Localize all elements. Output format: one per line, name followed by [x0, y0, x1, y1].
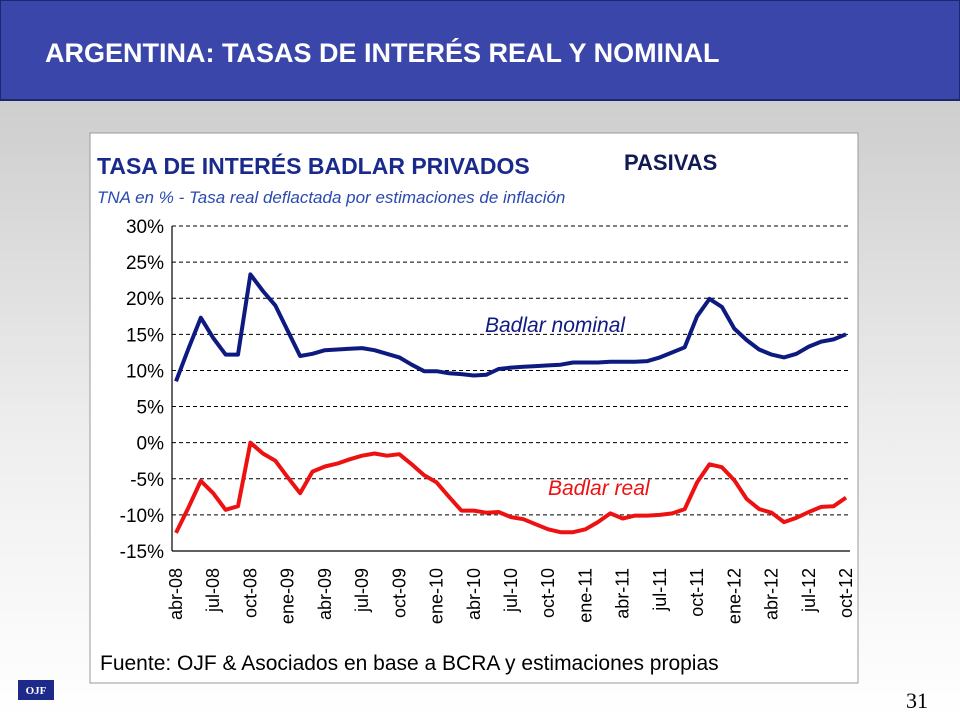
x-tick-label: oct-08 — [240, 568, 260, 618]
x-tick-label: jul-08 — [203, 568, 223, 613]
x-tick-label: oct-11 — [687, 568, 707, 617]
source: Fuente: OJF & Asociados en base a BCRA y… — [100, 652, 719, 675]
y-tick-label: 15% — [126, 325, 164, 346]
x-tick-label: ene-11 — [575, 568, 595, 623]
x-tick-label: abr-11 — [613, 568, 633, 619]
y-tick-label: 25% — [126, 253, 164, 274]
chart-panel — [89, 132, 859, 684]
y-tick-label: 5% — [137, 398, 165, 419]
x-tick-label: abr-08 — [166, 568, 186, 620]
x-tick-label: ene-10 — [427, 568, 447, 624]
x-tick-label: ene-09 — [278, 568, 298, 624]
y-tick-label: -15% — [120, 542, 164, 563]
x-tick-label: jul-10 — [501, 568, 521, 613]
y-tick-label: 20% — [126, 289, 164, 310]
chart-subtitle: TNA en % - Tasa real deflactada por esti… — [97, 188, 565, 207]
logo-box — [18, 680, 54, 700]
y-tick-label: -10% — [120, 506, 164, 527]
y-tick-label: 10% — [126, 361, 164, 382]
series-label: Badlar real — [548, 477, 651, 500]
series-label: Badlar nominal — [485, 314, 626, 337]
x-tick-label: jul-09 — [352, 568, 372, 613]
slide-title: ARGENTINA: TASAS DE INTERÉS REAL Y NOMIN… — [45, 37, 720, 68]
page-number: 31 — [906, 688, 928, 713]
x-tick-label: jul-12 — [799, 568, 819, 613]
y-tick-label: 0% — [137, 434, 165, 455]
x-tick-label: oct-09 — [389, 568, 409, 618]
x-tick-label: abr-09 — [315, 568, 335, 620]
logo: OJF — [26, 685, 47, 697]
header-band — [0, 0, 960, 101]
x-tick-label: jul-11 — [650, 568, 670, 612]
series-line — [174, 272, 847, 383]
series-line — [174, 440, 848, 535]
x-tick-label: oct-12 — [836, 568, 856, 618]
chart-title: TASA DE INTERÉS BADLAR PRIVADOS — [97, 152, 530, 179]
x-tick-label: ene-12 — [724, 568, 744, 624]
chart-title-suffix: PASIVAS — [624, 150, 717, 175]
x-tick-label: oct-10 — [538, 568, 558, 618]
x-tick-label: abr-12 — [762, 568, 782, 620]
y-tick-label: -5% — [130, 470, 164, 491]
y-tick-label: 30% — [126, 217, 164, 238]
x-tick-label: abr-10 — [464, 568, 484, 620]
